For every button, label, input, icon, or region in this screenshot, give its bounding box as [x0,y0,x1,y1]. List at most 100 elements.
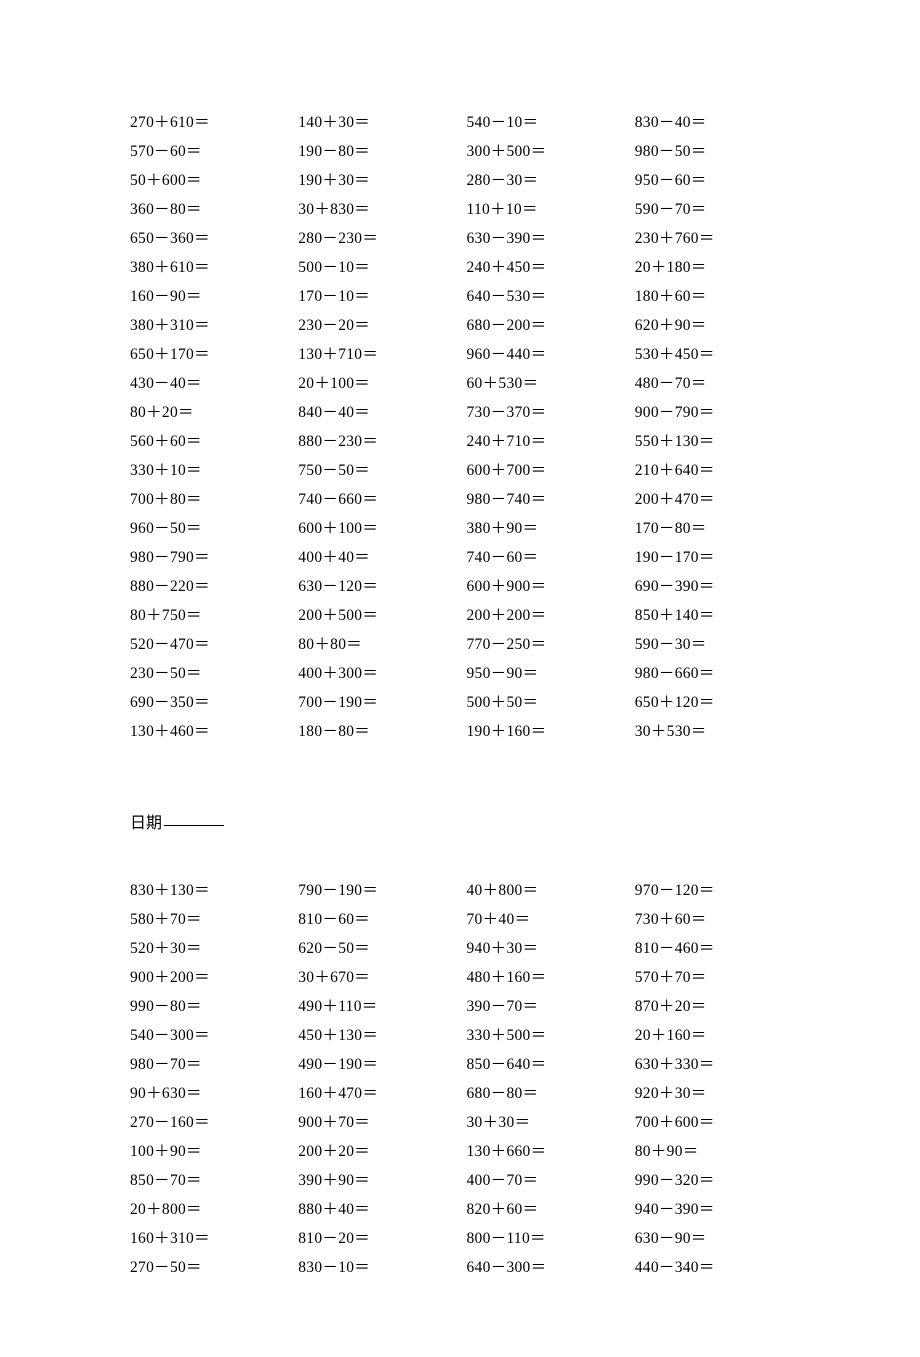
problem-cell: 230＋760＝ [635,226,795,248]
problem-cell: 80＋750＝ [130,603,290,625]
problem-cell: 160＋470＝ [298,1081,458,1103]
problem-cell: 810－20＝ [298,1226,458,1248]
problem-cell: 940－390＝ [635,1197,795,1219]
problem-cell: 630－390＝ [467,226,627,248]
problem-cell: 360－80＝ [130,197,290,219]
problem-cell: 770－250＝ [467,632,627,654]
problem-cell: 70＋40＝ [467,907,627,929]
problem-cell: 590－70＝ [635,197,795,219]
problem-grid-2: 830＋130＝790－190＝40＋800＝970－120＝580＋70＝81… [130,878,795,1277]
problem-cell: 570＋70＝ [635,965,795,987]
problem-cell: 920＋30＝ [635,1081,795,1103]
problem-cell: 790－190＝ [298,878,458,900]
problem-cell: 90＋630＝ [130,1081,290,1103]
problem-cell: 560＋60＝ [130,429,290,451]
problem-cell: 850－70＝ [130,1168,290,1190]
problem-cell: 900＋70＝ [298,1110,458,1132]
problem-cell: 740－660＝ [298,487,458,509]
problem-cell: 160＋310＝ [130,1226,290,1248]
problem-cell: 650＋170＝ [130,342,290,364]
problem-cell: 400－70＝ [467,1168,627,1190]
problem-cell: 130＋460＝ [130,719,290,741]
problem-cell: 30＋30＝ [467,1110,627,1132]
problem-cell: 480＋160＝ [467,965,627,987]
problem-cell: 980－50＝ [635,139,795,161]
problem-cell: 620＋90＝ [635,313,795,335]
problem-cell: 330＋500＝ [467,1023,627,1045]
problem-cell: 50＋600＝ [130,168,290,190]
problem-cell: 590－30＝ [635,632,795,654]
problem-cell: 270－160＝ [130,1110,290,1132]
problem-cell: 240＋450＝ [467,255,627,277]
problem-cell: 490＋110＝ [298,994,458,1016]
problem-cell: 820＋60＝ [467,1197,627,1219]
problem-cell: 880＋40＝ [298,1197,458,1219]
problem-cell: 700＋80＝ [130,487,290,509]
problem-cell: 950－90＝ [467,661,627,683]
problem-cell: 200＋470＝ [635,487,795,509]
problem-cell: 190＋160＝ [467,719,627,741]
problem-cell: 500＋50＝ [467,690,627,712]
problem-cell: 830－40＝ [635,110,795,132]
problem-cell: 630＋330＝ [635,1052,795,1074]
problem-cell: 990－80＝ [130,994,290,1016]
problem-cell: 830＋130＝ [130,878,290,900]
problem-cell: 990－320＝ [635,1168,795,1190]
problem-cell: 30＋530＝ [635,719,795,741]
date-label: 日期 [130,815,162,832]
problem-cell: 130＋710＝ [298,342,458,364]
problem-cell: 100＋90＝ [130,1139,290,1161]
problem-cell: 440－340＝ [635,1255,795,1277]
date-blank-line [164,825,224,826]
problem-cell: 960－440＝ [467,342,627,364]
problem-cell: 870＋20＝ [635,994,795,1016]
problem-cell: 630－90＝ [635,1226,795,1248]
problem-cell: 450＋130＝ [298,1023,458,1045]
problem-cell: 170－10＝ [298,284,458,306]
problem-cell: 400＋40＝ [298,545,458,567]
problem-cell: 20＋180＝ [635,255,795,277]
problem-cell: 600＋900＝ [467,574,627,596]
problem-cell: 20＋160＝ [635,1023,795,1045]
problem-cell: 950－60＝ [635,168,795,190]
problem-cell: 280－230＝ [298,226,458,248]
problem-cell: 580＋70＝ [130,907,290,929]
problem-cell: 600＋700＝ [467,458,627,480]
problem-cell: 330＋10＝ [130,458,290,480]
problem-cell: 520－470＝ [130,632,290,654]
problem-cell: 200＋500＝ [298,603,458,625]
problem-cell: 900＋200＝ [130,965,290,987]
problem-cell: 80＋90＝ [635,1139,795,1161]
problem-cell: 690－390＝ [635,574,795,596]
problem-cell: 730－370＝ [467,400,627,422]
problem-cell: 800－110＝ [467,1226,627,1248]
problem-cell: 690－350＝ [130,690,290,712]
problem-cell: 270＋610＝ [130,110,290,132]
problem-cell: 60＋530＝ [467,371,627,393]
problem-cell: 880－230＝ [298,429,458,451]
problem-cell: 730＋60＝ [635,907,795,929]
problem-cell: 540－300＝ [130,1023,290,1045]
problem-cell: 940＋30＝ [467,936,627,958]
problem-cell: 840－40＝ [298,400,458,422]
problem-cell: 380＋610＝ [130,255,290,277]
problem-cell: 170－80＝ [635,516,795,538]
problem-cell: 600＋100＝ [298,516,458,538]
problem-cell: 530＋450＝ [635,342,795,364]
problem-cell: 980－790＝ [130,545,290,567]
problem-cell: 200＋20＝ [298,1139,458,1161]
problem-cell: 750－50＝ [298,458,458,480]
problem-cell: 270－50＝ [130,1255,290,1277]
problem-cell: 740－60＝ [467,545,627,567]
problem-cell: 230－20＝ [298,313,458,335]
problem-cell: 140＋30＝ [298,110,458,132]
problem-cell: 700－190＝ [298,690,458,712]
problem-cell: 200＋200＝ [467,603,627,625]
problem-cell: 110＋10＝ [467,197,627,219]
problem-cell: 30＋830＝ [298,197,458,219]
problem-cell: 500－10＝ [298,255,458,277]
problem-cell: 850＋140＝ [635,603,795,625]
problem-cell: 400＋300＝ [298,661,458,683]
problem-cell: 540－10＝ [467,110,627,132]
problem-cell: 810－460＝ [635,936,795,958]
